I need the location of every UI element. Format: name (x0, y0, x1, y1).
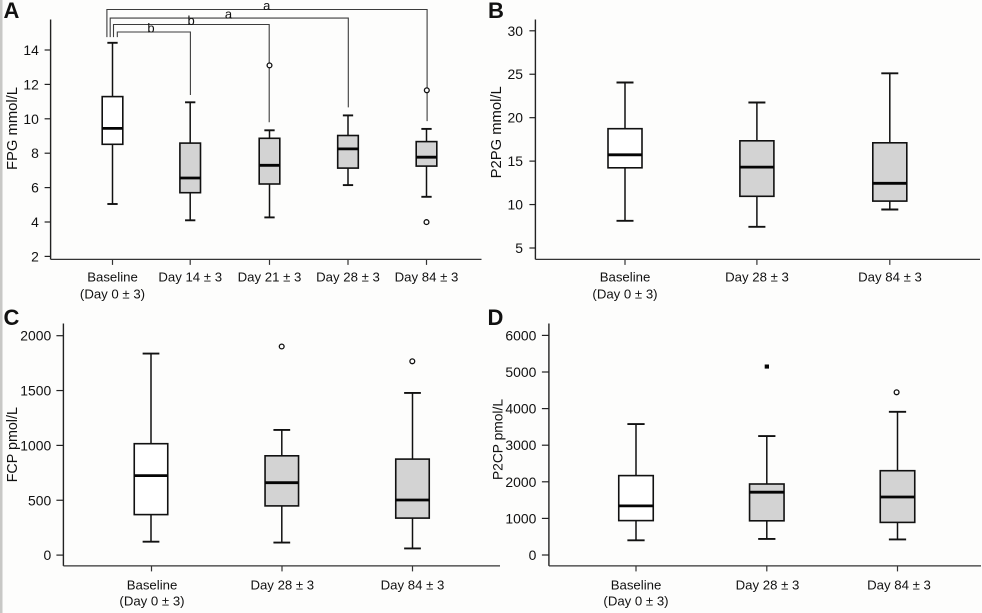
svg-text:D: D (488, 305, 504, 330)
svg-text:Day 84 ± 3: Day 84 ± 3 (858, 270, 922, 285)
svg-text:Day 84 ± 3: Day 84 ± 3 (395, 270, 459, 285)
svg-text:0: 0 (529, 547, 537, 563)
svg-text:Day 84 ± 3: Day 84 ± 3 (381, 578, 445, 593)
svg-text:4: 4 (31, 214, 39, 230)
svg-text:B: B (488, 0, 504, 23)
svg-text:25: 25 (508, 66, 524, 82)
svg-text:Day 21 ± 3: Day 21 ± 3 (238, 270, 302, 285)
svg-text:Baseline: Baseline (87, 270, 138, 285)
svg-text:Day 28 ± 3: Day 28 ± 3 (736, 578, 800, 593)
svg-text:FCP pmol/L: FCP pmol/L (5, 407, 21, 482)
svg-text:Day 84 ± 3: Day 84 ± 3 (867, 578, 931, 593)
svg-text:15: 15 (508, 153, 524, 169)
svg-text:A: A (4, 0, 20, 23)
svg-text:1000: 1000 (505, 510, 536, 526)
svg-text:P2CP pmol/L: P2CP pmol/L (491, 399, 506, 480)
svg-text:2000: 2000 (20, 328, 51, 344)
svg-text:Baseline: Baseline (611, 578, 662, 593)
svg-text:10: 10 (23, 111, 39, 127)
svg-text:Day 28 ± 3: Day 28 ± 3 (316, 270, 380, 285)
svg-text:4000: 4000 (505, 401, 536, 417)
svg-text:500: 500 (28, 492, 51, 508)
svg-text:0: 0 (43, 547, 51, 563)
svg-text:(Day 0 ± 3): (Day 0 ± 3) (592, 287, 657, 302)
svg-text:(Day 0 ± 3): (Day 0 ± 3) (80, 287, 145, 302)
svg-text:5: 5 (515, 240, 523, 256)
svg-text:2: 2 (31, 248, 39, 264)
svg-text:C: C (4, 305, 20, 330)
svg-text:b: b (187, 13, 194, 28)
svg-text:Baseline: Baseline (600, 270, 651, 285)
svg-text:P2PG mmol/L: P2PG mmol/L (489, 86, 505, 178)
svg-text:10: 10 (508, 197, 524, 213)
svg-text:6: 6 (31, 180, 39, 196)
svg-text:Day 28 ± 3: Day 28 ± 3 (250, 578, 314, 593)
svg-text:6000: 6000 (505, 327, 536, 343)
svg-text:30: 30 (508, 23, 524, 39)
svg-text:Baseline: Baseline (127, 578, 178, 593)
svg-text:(Day 0 ± 3): (Day 0 ± 3) (119, 594, 184, 609)
svg-text:8: 8 (31, 145, 39, 161)
svg-text:Day 14 ± 3: Day 14 ± 3 (158, 270, 222, 285)
svg-text:Day 28 ± 3: Day 28 ± 3 (725, 270, 789, 285)
svg-text:12: 12 (23, 76, 39, 92)
svg-text:FPG mmol/L: FPG mmol/L (5, 87, 21, 170)
svg-text:2000: 2000 (505, 474, 536, 490)
svg-text:3000: 3000 (505, 437, 536, 453)
svg-text:1500: 1500 (20, 383, 51, 399)
svg-text:a: a (225, 6, 233, 21)
svg-text:20: 20 (508, 110, 524, 126)
svg-text:5000: 5000 (505, 364, 536, 380)
svg-text:(Day 0 ± 3): (Day 0 ± 3) (603, 594, 668, 609)
svg-text:1000: 1000 (20, 437, 51, 453)
svg-text:a: a (263, 0, 271, 13)
svg-text:14: 14 (23, 42, 39, 58)
svg-text:b: b (147, 20, 154, 35)
